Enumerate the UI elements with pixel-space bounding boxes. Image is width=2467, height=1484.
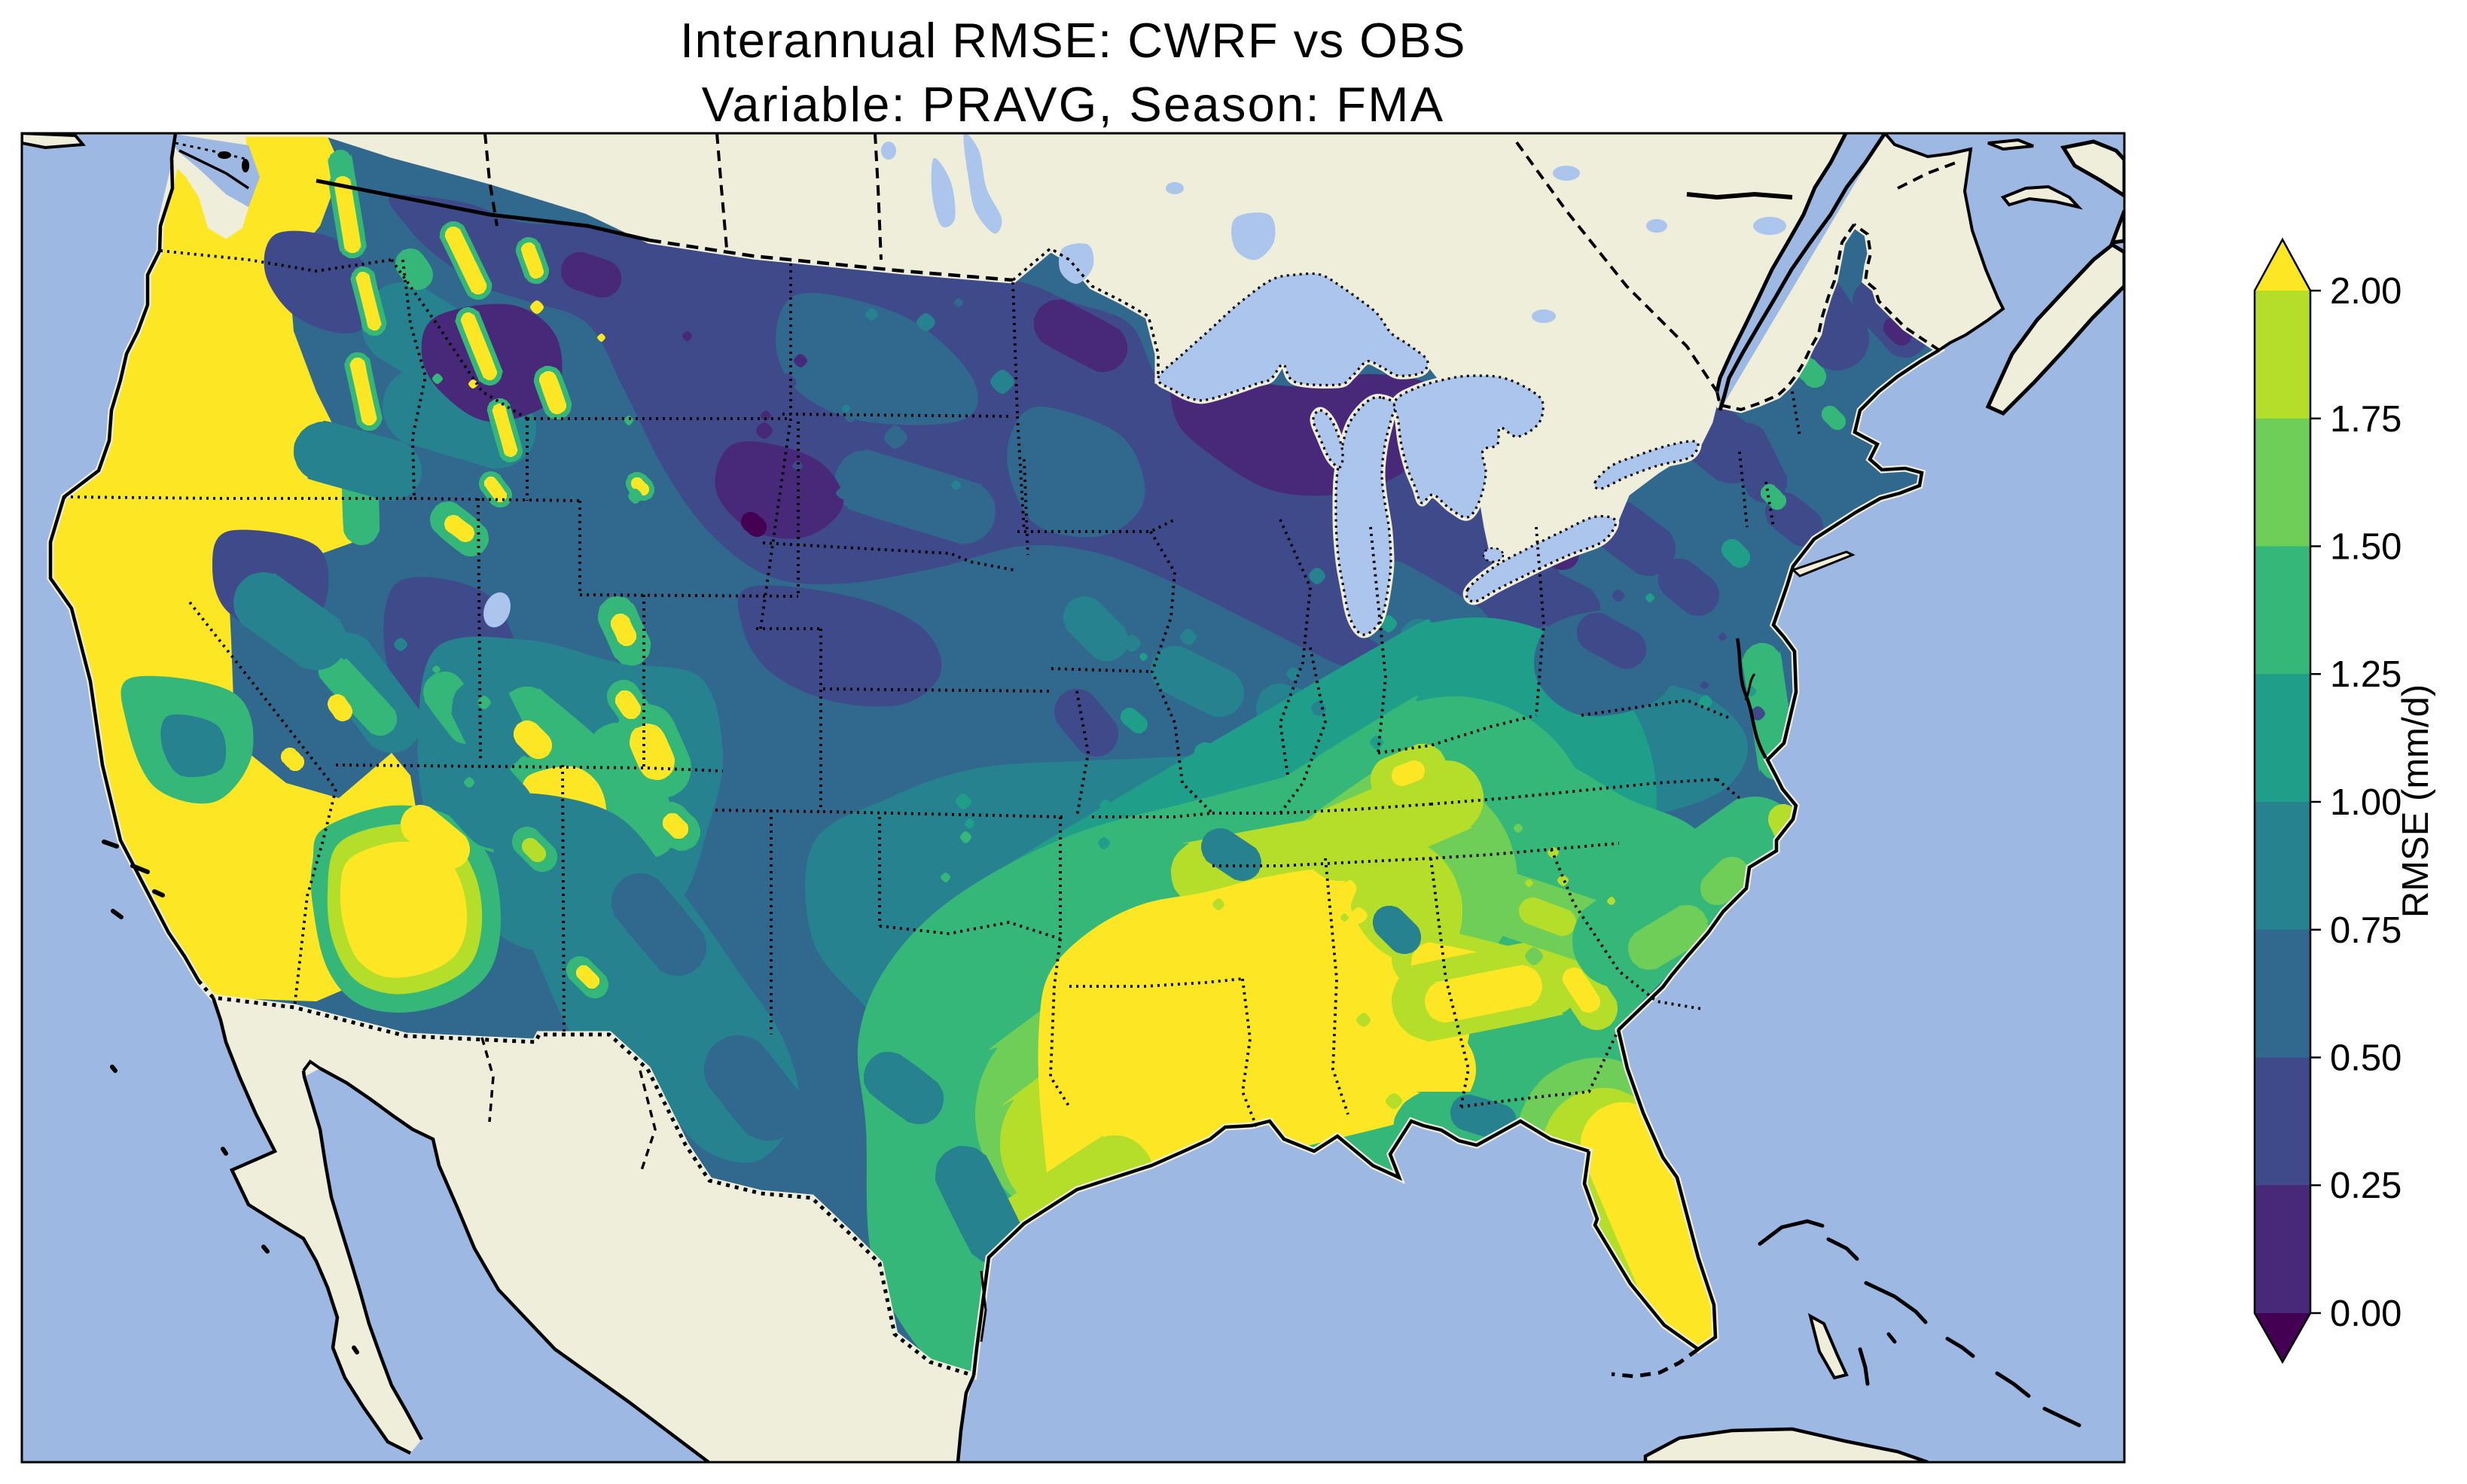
svg-text:1.25: 1.25 — [2330, 654, 2401, 695]
svg-text:1.00: 1.00 — [2330, 782, 2401, 823]
svg-text:0.75: 0.75 — [2330, 910, 2401, 951]
svg-text:0.25: 0.25 — [2330, 1166, 2401, 1206]
svg-text:1.75: 1.75 — [2330, 399, 2401, 440]
svg-text:Variable: PRAVG, Season: FMA: Variable: PRAVG, Season: FMA — [702, 77, 1445, 132]
svg-text:0.50: 0.50 — [2330, 1038, 2401, 1079]
svg-text:0.00: 0.00 — [2330, 1294, 2401, 1334]
svg-text:2.00: 2.00 — [2330, 271, 2401, 312]
svg-text:1.50: 1.50 — [2330, 527, 2401, 568]
svg-text:Interannual RMSE: CWRF vs OBS: Interannual RMSE: CWRF vs OBS — [680, 13, 1466, 68]
svg-text:RMSE (mm/d): RMSE (mm/d) — [2395, 684, 2436, 918]
